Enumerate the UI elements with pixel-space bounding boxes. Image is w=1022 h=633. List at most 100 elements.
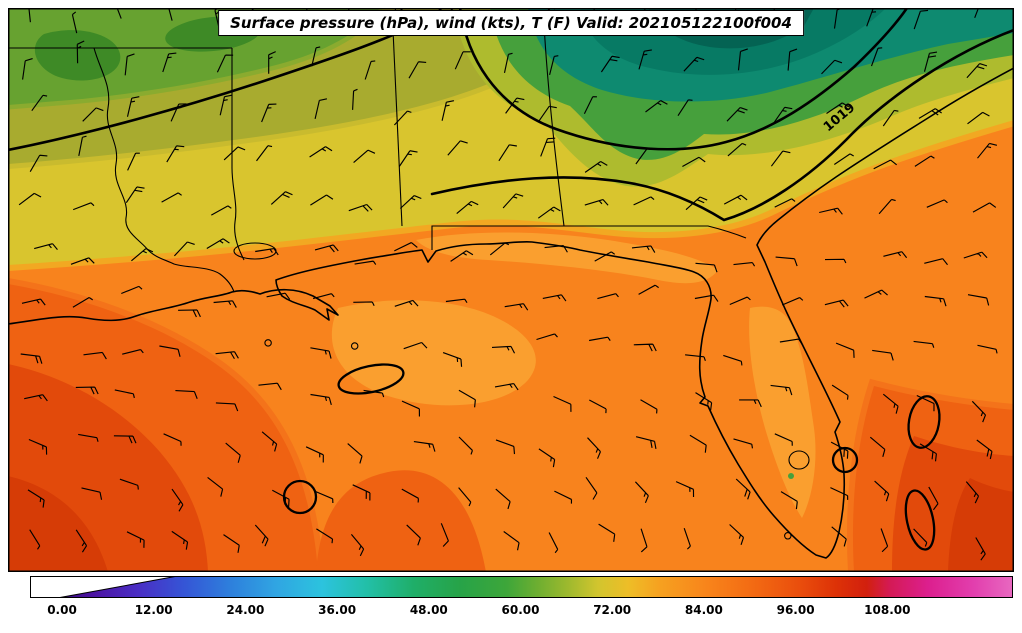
wind-barb [310,347,332,359]
wind-barb [640,399,658,414]
wind-barb [972,202,997,213]
wind-barb [926,199,948,208]
wind-barb [82,107,104,122]
colorbar-min-extension-edge [59,576,176,598]
wind-barb [598,523,616,542]
wind-barb [28,438,48,455]
temp-light-orange-coastal [416,232,718,284]
wind-barb [594,251,616,262]
wind-barb [393,110,412,126]
wind-barb [122,349,144,355]
wind-barb [406,524,421,546]
wind-barb [976,439,993,460]
wind-barb [780,491,798,510]
wind-barb [215,402,239,412]
wind-barb [401,488,419,503]
wind-barb [870,47,883,67]
wind-barb [70,257,95,265]
wind-barb [121,285,143,295]
wind-barb [554,490,573,504]
wind-barb [258,382,282,391]
wind-barb [314,490,334,504]
wind-barb [914,155,935,167]
wind-barb [878,198,896,215]
wind-barb [264,339,272,347]
wind-barb [310,194,334,206]
wind-barb [723,354,743,366]
wind-barb [695,392,713,411]
wind-barb [211,205,232,216]
wind-barb [864,289,888,299]
wind-barb [495,488,511,510]
wind-barb [645,100,668,113]
wind-barb [27,489,45,508]
wind-barb [784,532,792,540]
wind-barb [503,531,520,551]
wind-barb [171,530,189,550]
wind-barb [403,341,428,350]
colorbar-tick-label: 48.00 [409,603,448,617]
wind-barb [537,206,561,219]
wind-barb [353,149,376,164]
wind-barb [727,142,747,157]
temp-dark-red-corner [8,476,108,572]
wind-barb [458,389,476,408]
colorbar-tick-label: 36.00 [318,603,357,617]
wind-barb [24,394,48,402]
wind-barb [505,97,525,114]
wind-barb [131,248,154,262]
wind-barb [352,88,358,110]
isobar-closed-atlantic-1 [907,395,941,449]
wind-barb [494,383,519,391]
colorbar-tick-label: 0.00 [47,603,77,617]
wind-barb [159,345,181,357]
isobar-trough-upper [458,8,909,151]
wind-barb [270,191,293,205]
wind-barb [408,61,427,79]
isobar-closed-atlantic-2 [904,489,936,551]
wind-barb [835,342,855,358]
wind-barb [503,52,513,74]
wind-barb [502,193,524,209]
wind-barb [873,159,898,170]
wind-barb [223,534,240,553]
calm-wind-circle [350,342,359,350]
wind-barb [536,333,558,341]
wind-barb [363,389,385,398]
wind-barb [272,489,290,507]
wind-barb [833,153,854,165]
wind-barb [733,262,756,267]
wind-barb [967,111,990,125]
wind-barb [924,295,947,307]
wind-barb [635,436,657,449]
wind-barb [162,52,177,73]
wind-barb [729,296,751,306]
wind-barb [71,11,78,34]
isobar-closed-florida-coast [831,446,859,474]
calm-wind-circle [264,339,272,347]
wind-barb [723,194,748,205]
wind-barb [261,103,277,123]
wind-barb [170,103,187,122]
wind-barb [309,146,333,158]
wind-barb [831,384,849,400]
wind-barb [364,60,376,80]
colorbar-tick-label: 84.00 [684,603,723,617]
wind-barb [27,8,33,23]
wind-barb [635,148,652,165]
wind-barb [311,46,321,67]
wind-barb [216,54,234,73]
wind-barb [600,55,620,73]
isobar-1019 [430,28,1014,222]
state-border-mississippi-river [93,47,235,293]
wind-barb [831,526,847,547]
wind-barb [352,484,371,501]
wind-barb [773,106,793,124]
map-area: 1019 [8,8,1014,572]
temp-light-orange-florida [749,306,816,518]
wind-barb [399,195,422,209]
wind-barb [316,528,334,544]
wind-barb [22,58,33,80]
wind-barb [634,481,649,504]
wind-barb [537,105,557,123]
